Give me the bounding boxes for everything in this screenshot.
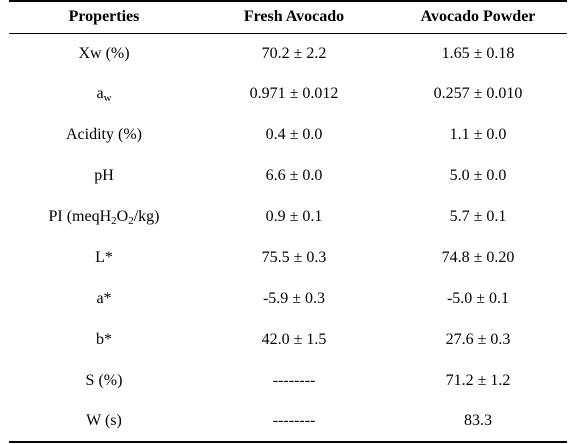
fresh-value-cell: 6.6 ± 0.0 xyxy=(265,167,323,185)
properties-table-container: Properties Fresh Avocado Avocado Powder … xyxy=(9,0,567,443)
properties-table: Properties Fresh Avocado Avocado Powder … xyxy=(9,0,567,443)
fresh-value-cell: 70.2 ± 2.2 xyxy=(261,44,327,62)
header-avocado-powder: Avocado Powder xyxy=(389,0,567,34)
property-cell: pH xyxy=(94,167,114,185)
table-row: b* 42.0 ± 1.5 27.6 ± 0.3 xyxy=(9,319,567,360)
property-cell: W (s) xyxy=(9,401,199,443)
property-post: /kg) xyxy=(133,208,160,225)
fresh-value-cell: 0.9 ± 0.1 xyxy=(265,208,323,225)
property-cell: aw xyxy=(9,74,199,115)
powder-value-cell: 1.1 ± 0.0 xyxy=(449,126,507,144)
powder-value-cell: -5.0 ± 0.1 xyxy=(446,289,510,307)
fresh-value-cell: 42.0 ± 1.5 xyxy=(261,330,327,348)
powder-value-cell: 5.0 ± 0.0 xyxy=(449,167,507,185)
table-header-row: Properties Fresh Avocado Avocado Powder xyxy=(9,0,567,34)
property-cell: a* xyxy=(96,289,112,307)
fresh-value-cell: 75.5 ± 0.3 xyxy=(261,248,327,266)
property-cell: b* xyxy=(96,330,112,348)
property-pre: PI (meqH xyxy=(48,208,112,225)
table-row: pH 6.6 ± 0.0 5.0 ± 0.0 xyxy=(9,156,567,197)
powder-value-cell: 74.8 ± 0.20 xyxy=(441,248,515,266)
property-subscript-2: 2 xyxy=(128,215,134,227)
property-mid: O xyxy=(116,208,129,225)
header-fresh-avocado: Fresh Avocado xyxy=(199,0,389,34)
property-cell: PI (meqH2O2/kg) xyxy=(9,197,199,238)
powder-value-cell: 27.6 ± 0.3 xyxy=(445,330,511,348)
fresh-value-cell: -------- xyxy=(199,401,389,443)
table-row: Acidity (%) 0.4 ± 0.0 1.1 ± 0.0 xyxy=(9,115,567,156)
fresh-value-cell: 0.971 ± 0.012 xyxy=(249,85,339,103)
fresh-value-cell: -------- xyxy=(272,371,316,389)
powder-value-cell: 5.7 ± 0.1 xyxy=(449,208,507,225)
table-row: a* -5.9 ± 0.3 -5.0 ± 0.1 xyxy=(9,278,567,319)
property-subscript-1: 2 xyxy=(111,215,117,227)
powder-value-cell: 0.257 ± 0.010 xyxy=(433,85,523,103)
property-cell: Xw (%) xyxy=(78,44,130,62)
property-cell: S (%) xyxy=(85,371,123,389)
header-properties: Properties xyxy=(9,0,199,34)
table-row: S (%) -------- 71.2 ± 1.2 xyxy=(9,360,567,401)
property-base: a xyxy=(96,85,104,103)
table-row: W (s) -------- 83.3 xyxy=(9,401,567,443)
powder-value-cell: 83.3 xyxy=(389,401,567,443)
fresh-value-cell: -5.9 ± 0.3 xyxy=(262,289,326,307)
table-row: L* 75.5 ± 0.3 74.8 ± 0.20 xyxy=(9,237,567,278)
fresh-value-cell: 0.4 ± 0.0 xyxy=(265,126,323,144)
property-cell: L* xyxy=(95,248,113,266)
table-row: Xw (%) 70.2 ± 2.2 1.65 ± 0.18 xyxy=(9,33,567,74)
table-row: aw 0.971 ± 0.012 0.257 ± 0.010 xyxy=(9,74,567,115)
table-row: PI (meqH2O2/kg) 0.9 ± 0.1 5.7 ± 0.1 xyxy=(9,197,567,238)
powder-value-cell: 1.65 ± 0.18 xyxy=(441,44,515,62)
property-cell: Acidity (%) xyxy=(66,126,142,144)
property-subscript: w xyxy=(103,92,112,105)
powder-value-cell: 71.2 ± 1.2 xyxy=(445,371,511,389)
